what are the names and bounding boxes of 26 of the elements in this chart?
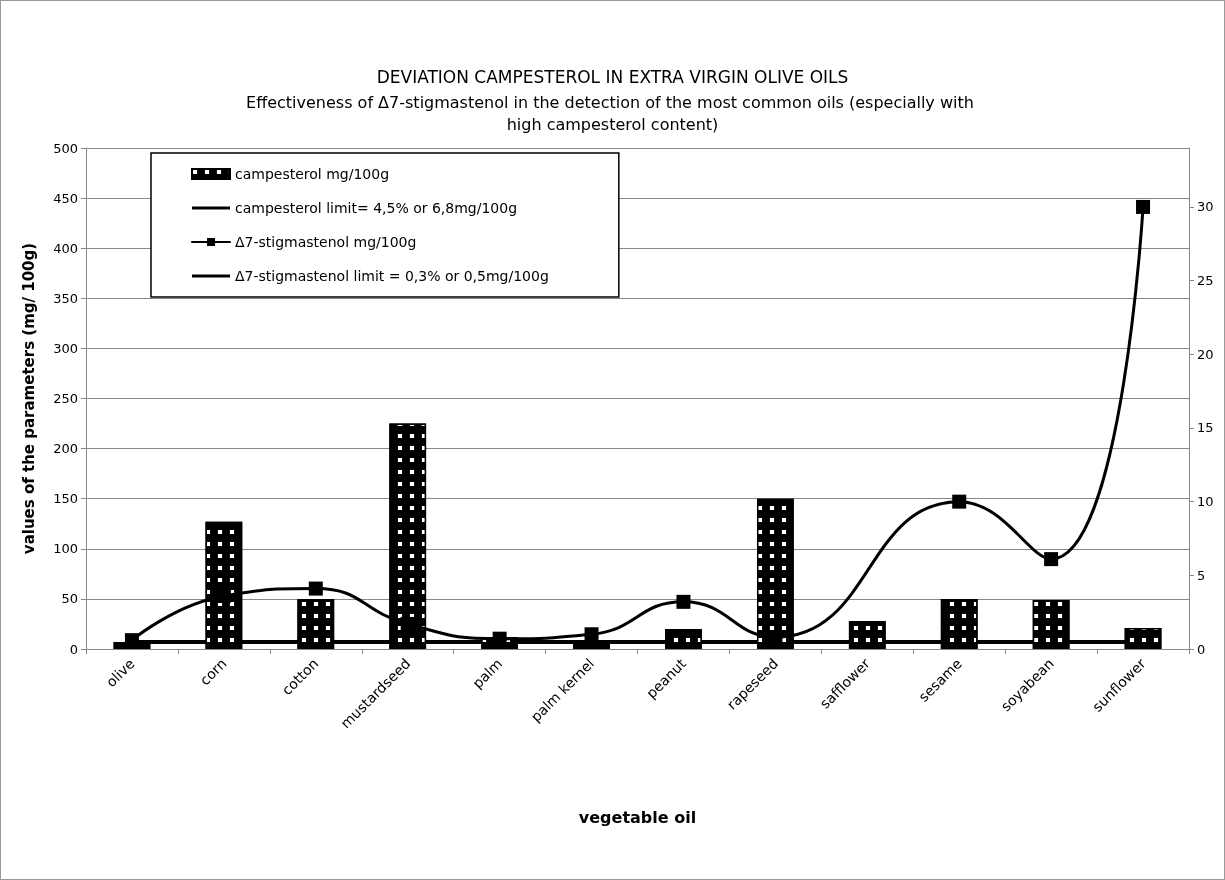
- y2-tick-label: 25: [1197, 273, 1214, 289]
- y-tick-label: 0: [69, 641, 78, 657]
- y-tick-label: 400: [53, 240, 78, 256]
- y-tick-label: 350: [53, 290, 78, 306]
- y2-tick-label: 0: [1197, 641, 1206, 657]
- y2-tick-label: 15: [1197, 420, 1214, 436]
- y2-tick-label: 30: [1197, 199, 1214, 215]
- y-tick-label: 50: [61, 591, 78, 607]
- y-tick-label: 250: [53, 391, 78, 406]
- y2-tick-label: 10: [1197, 494, 1214, 510]
- y2-tick-label: 20: [1197, 346, 1214, 362]
- y-tick-label: 450: [53, 190, 78, 206]
- y-axis-title: values of the parameters (mg/ 100g): [19, 242, 38, 555]
- legend-label: Δ7-stigmastenol mg/100g: [235, 234, 417, 250]
- y-tick-label: 200: [53, 441, 78, 457]
- y-tick-label: 150: [53, 491, 78, 507]
- x-axis-title: vegetable oil: [578, 807, 697, 827]
- legend-label: Δ7-stigmastenol limit = 0,3% or 0,5mg/100g: [235, 268, 549, 284]
- y-tick-label: 300: [53, 340, 78, 356]
- y-tick-label: 100: [53, 541, 78, 557]
- chart-title: DEVIATION CAMPESTEROL IN EXTRA VIRGIN OLIVE OILS: [376, 66, 849, 87]
- y-tick-label: 500: [53, 140, 78, 156]
- legend-label: campesterol mg/100g: [235, 166, 390, 182]
- y2-tick-label: 5: [1197, 567, 1206, 583]
- chart-subtitle: Effectiveness of Δ7-stigmastenol in the detection of the most common oils (especially with high campesterol content): [246, 92, 979, 134]
- legend-label: campesterol limit= 4,5% or 6,8mg/100g: [235, 200, 518, 216]
